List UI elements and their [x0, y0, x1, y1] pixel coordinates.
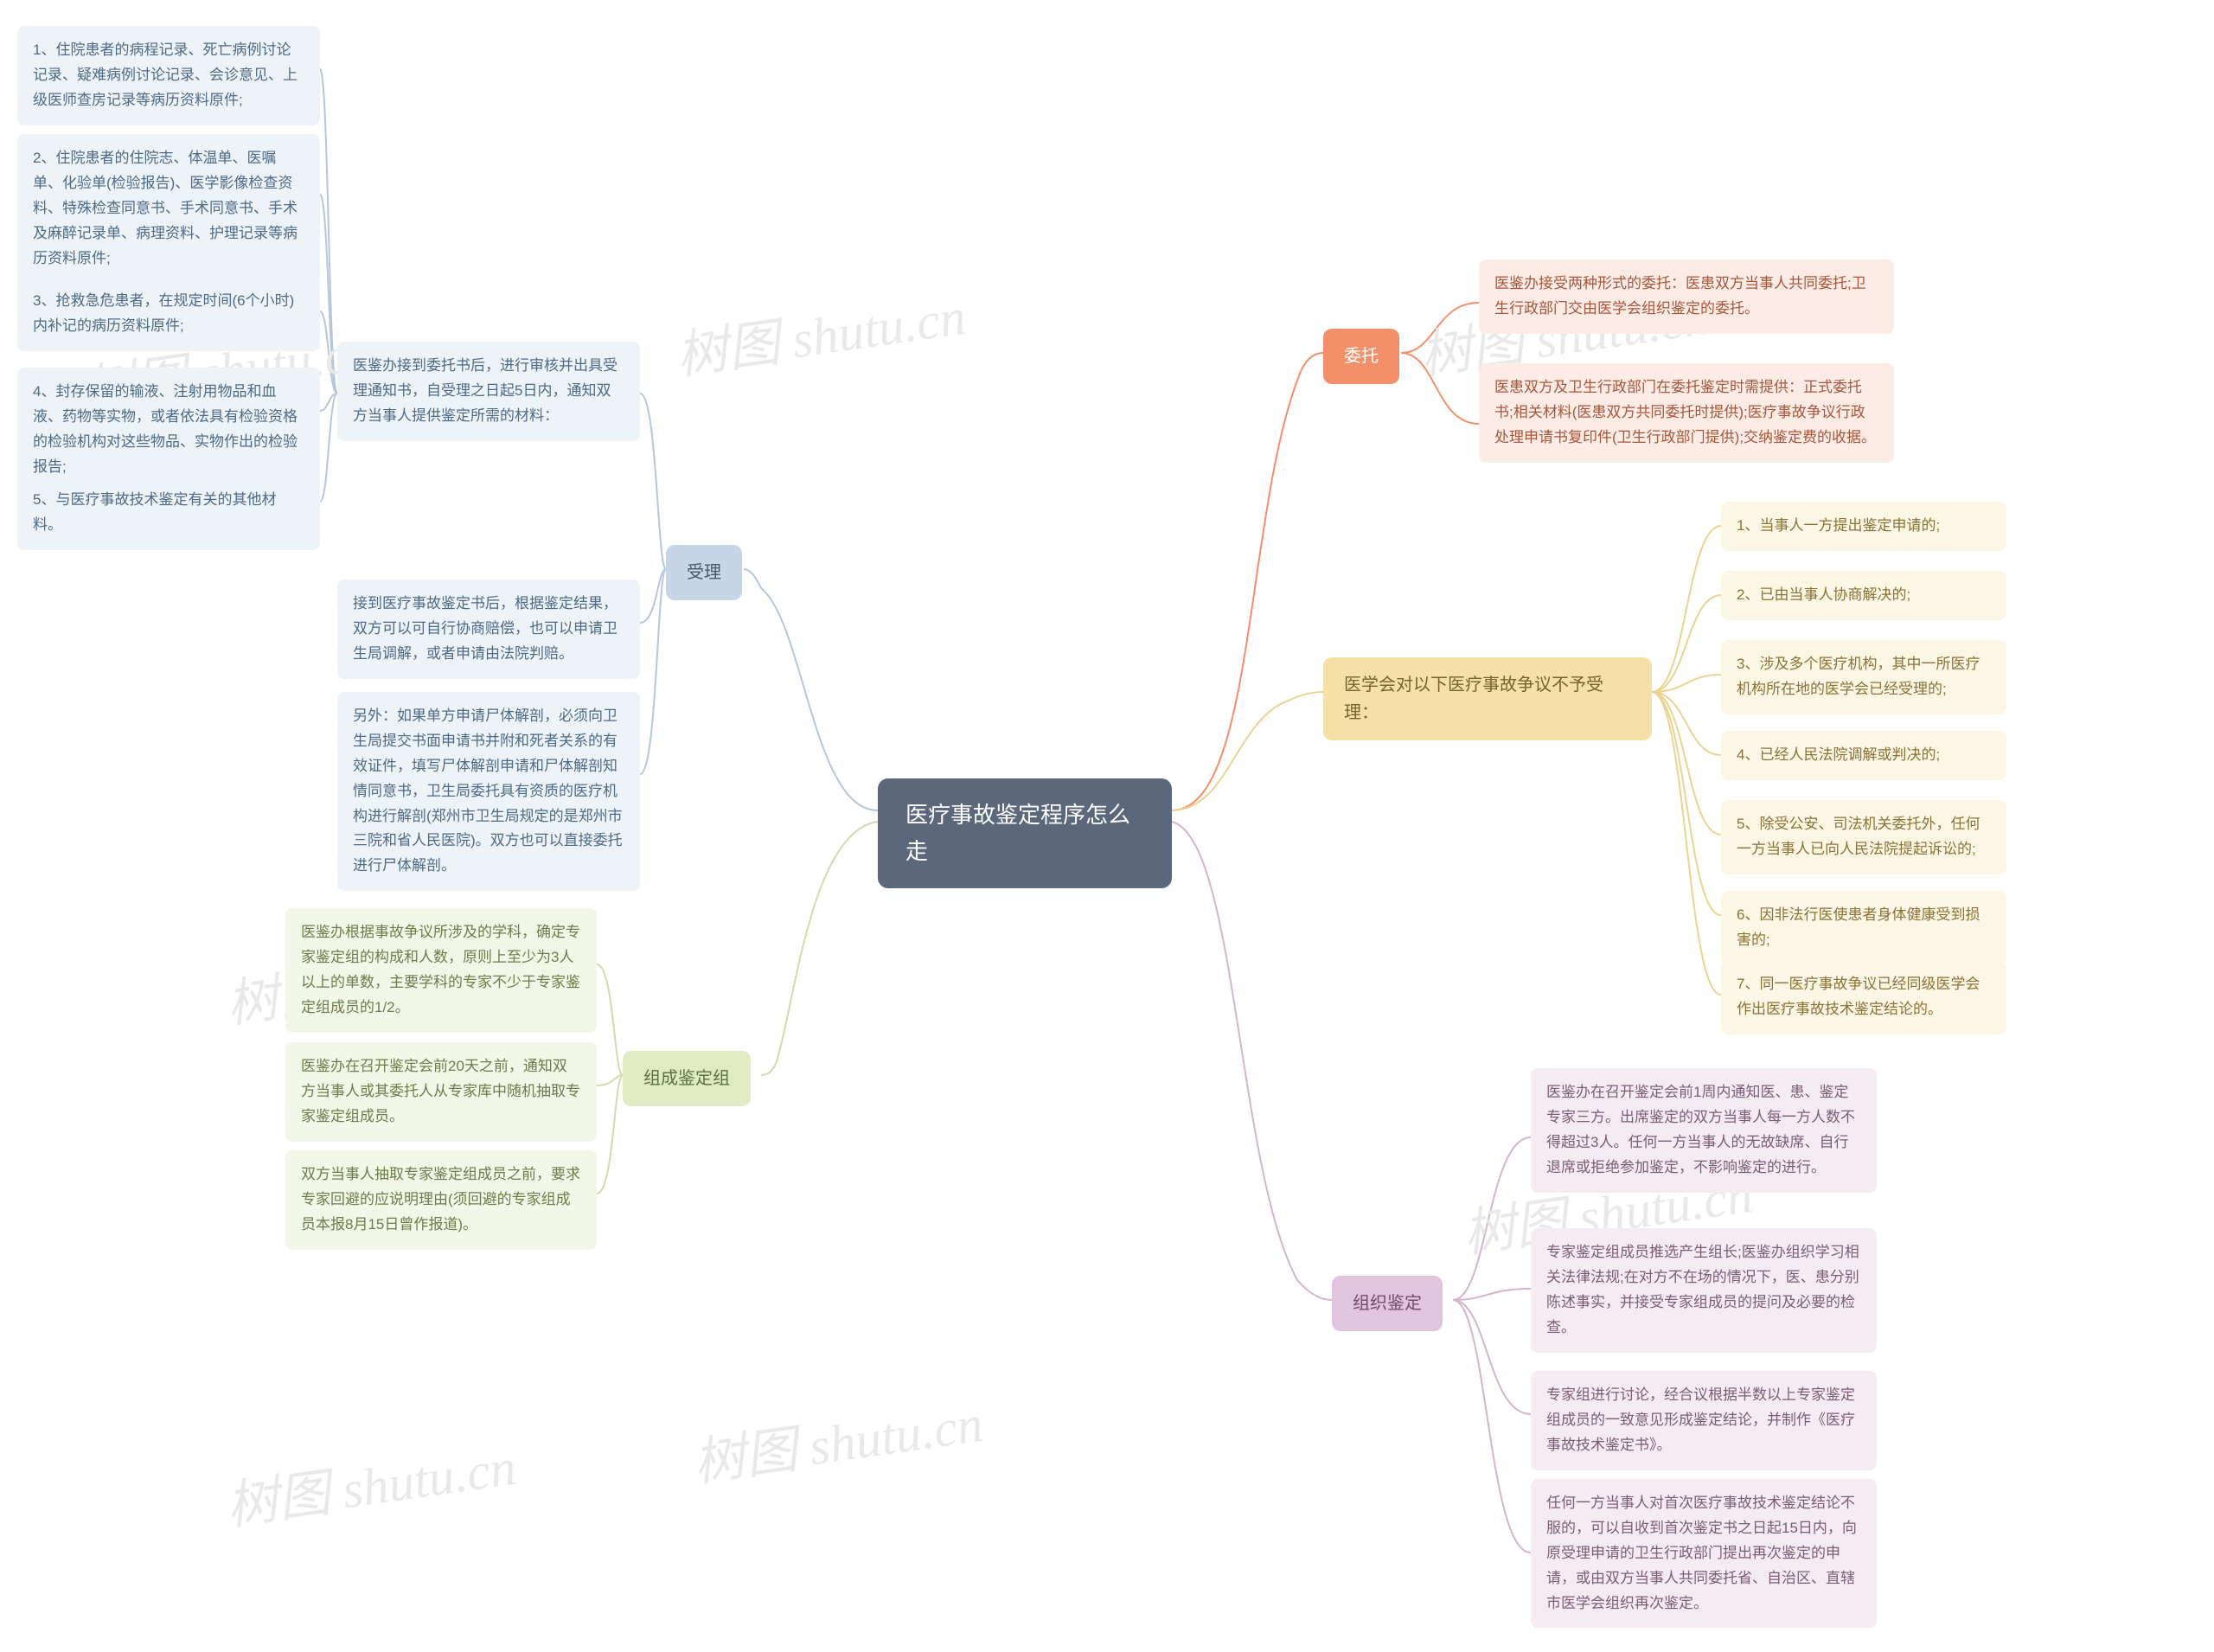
org-leaf-1: 专家鉴定组成员推选产生组长;医鉴办组织学习相关法律法规;在对方不在场的情况下，医…	[1531, 1228, 1877, 1353]
watermark-text: 树图 shutu.cn	[671, 274, 969, 389]
rejection-leaf-2: 3、涉及多个医疗机构，其中一所医疗机构所在地的医学会已经受理的;	[1721, 640, 2006, 714]
branch-group[interactable]: 组成鉴定组	[623, 1051, 751, 1106]
branch-rejection[interactable]: 医学会对以下医疗事故争议不予受理：	[1323, 657, 1652, 740]
rejection-leaf-5: 6、因非法行医使患者身体健康受到损害的;	[1721, 891, 2006, 965]
branch-org[interactable]: 组织鉴定	[1332, 1276, 1443, 1331]
weituo-leaf-0: 医鉴办接受两种形式的委托：医患双方当事人共同委托;卫生行政部门交由医学会组织鉴定…	[1479, 259, 1894, 334]
rejection-leaf-6: 7、同一医疗事故争议已经同级医学会作出医疗事故技术鉴定结论的。	[1721, 960, 2006, 1034]
shouli-material-1: 2、住院患者的住院志、体温单、医嘱单、化验单(检验报告)、医学影像检查资料、特殊…	[17, 134, 320, 283]
group-leaf-0: 医鉴办根据事故争议所涉及的学科，确定专家鉴定组的构成和人数，原则上至少为3人以上…	[285, 908, 597, 1033]
rejection-leaf-3: 4、已经人民法院调解或判决的;	[1721, 731, 2006, 780]
shouli-material-2: 3、抢救急危患者，在规定时间(6个小时)内补记的病历资料原件;	[17, 277, 320, 351]
rejection-leaf-1: 2、已由当事人协商解决的;	[1721, 571, 2006, 620]
shouli-material-3: 4、封存保留的输液、注射用物品和血液、药物等实物，或者依法具有检验资格的检验机构…	[17, 368, 320, 492]
shouli-materials-header: 医鉴办接到委托书后，进行审核并出具受理通知书，自受理之日起5日内，通知双方当事人…	[337, 342, 640, 441]
org-leaf-3: 任何一方当事人对首次医疗事故技术鉴定结论不服的，可以自收到首次鉴定书之日起15日…	[1531, 1479, 1877, 1628]
branch-shouli[interactable]: 受理	[666, 545, 742, 600]
watermark-text: 树图 shutu.cn	[221, 1425, 520, 1540]
org-leaf-2: 专家组进行讨论，经合议根据半数以上专家鉴定组成员的一致意见形成鉴定结论，并制作《…	[1531, 1371, 1877, 1470]
shouli-after-1: 另外：如果单方申请尸体解剖，必须向卫生局提交书面申请书并附和死者关系的有效证件，…	[337, 692, 640, 891]
shouli-material-0: 1、住院患者的病程记录、死亡病例讨论记录、疑难病例讨论记录、会诊意见、上级医师查…	[17, 26, 320, 125]
shouli-material-4: 5、与医疗事故技术鉴定有关的其他材料。	[17, 476, 320, 550]
shouli-after-0: 接到医疗事故鉴定书后，根据鉴定结果，双方可以可自行协商赔偿，也可以申请卫生局调解…	[337, 579, 640, 679]
weituo-leaf-1: 医患双方及卫生行政部门在委托鉴定时需提供：正式委托书;相关材料(医患双方共同委托…	[1479, 363, 1894, 463]
rejection-leaf-4: 5、除受公安、司法机关委托外，任何一方当事人已向人民法院提起诉讼的;	[1721, 800, 2006, 874]
watermark-text: 树图 shutu.cn	[688, 1381, 987, 1496]
center-node[interactable]: 医疗事故鉴定程序怎么走	[878, 778, 1172, 888]
group-leaf-1: 医鉴办在召开鉴定会前20天之前，通知双方当事人或其委托人从专家库中随机抽取专家鉴…	[285, 1042, 597, 1142]
branch-weituo[interactable]: 委托	[1323, 329, 1399, 384]
group-leaf-2: 双方当事人抽取专家鉴定组成员之前，要求专家回避的应说明理由(须回避的专家组成员本…	[285, 1150, 597, 1250]
org-leaf-0: 医鉴办在召开鉴定会前1周内通知医、患、鉴定专家三方。出席鉴定的双方当事人每一方人…	[1531, 1068, 1877, 1193]
rejection-leaf-0: 1、当事人一方提出鉴定申请的;	[1721, 502, 2006, 551]
